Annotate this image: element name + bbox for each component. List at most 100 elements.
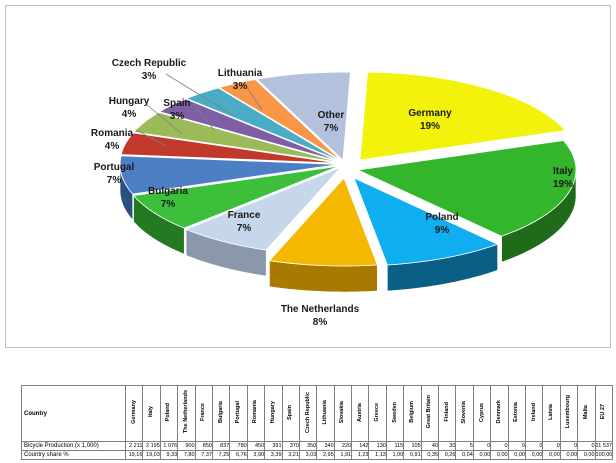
table-cell: 1,23 [351, 450, 370, 460]
slice-label: Other [318, 110, 345, 121]
column-header-label: France [200, 402, 207, 422]
leader-line [193, 103, 215, 131]
table-cell: 850 [194, 441, 213, 451]
pie-slice-france [185, 166, 342, 251]
table-cell: 5 [455, 441, 474, 451]
table-cell: 0,00 [507, 450, 526, 460]
table-cell: 2 195 [142, 441, 161, 451]
table-cell: 115 [385, 441, 405, 451]
column-header: Sweden [385, 385, 405, 442]
table-cell: 220 [333, 441, 353, 451]
pie-slice-portugal [119, 155, 339, 195]
slice-percent: 4% [105, 141, 120, 152]
pie-slice-the-netherlands [268, 177, 378, 267]
pie-slice-germany [359, 71, 567, 161]
pie-slice-poland [353, 177, 499, 266]
table-cell: 130 [368, 441, 387, 451]
column-header-label: Hungary [269, 400, 276, 424]
table-cell: 0 [559, 441, 579, 451]
table-cell: 0,00 [490, 450, 509, 460]
table-cell: 100,00 [594, 450, 613, 460]
table-cell: 0,00 [524, 450, 544, 460]
table-row: Bicycle Production (x 1,000) 2 211 2 195 1… [21, 441, 613, 451]
column-header-label: Greece [374, 402, 381, 422]
column-header-label: Poland [165, 402, 172, 422]
table-row: Country share % 19,16 19,03 9,33 7,80 7,37 7,… [21, 450, 613, 460]
slice-label: Germany [408, 108, 452, 119]
slice-label: Romania [91, 128, 134, 139]
column-header-label: Czech Republic [304, 391, 311, 433]
column-header: Romania [246, 385, 266, 442]
slice-label: Czech Republic [112, 58, 187, 69]
table-cell: 0,26 [438, 450, 457, 460]
table-cell: 1,13 [368, 450, 387, 460]
table-cell: 9,33 [159, 450, 179, 460]
slice-percent: 3% [233, 81, 248, 92]
table-cell: 0,00 [542, 450, 561, 460]
table-cell: 3,03 [298, 450, 318, 460]
column-header: Austria [351, 385, 370, 442]
table-cell: 40 [420, 441, 440, 451]
column-header: France [194, 385, 213, 442]
column-header-label: Estonia [513, 402, 520, 422]
table-cell: 2 211 [124, 441, 144, 451]
slice-label: Bulgaria [148, 186, 188, 197]
table-cell: 0 [472, 441, 492, 451]
column-header-label: Bulgaria [217, 400, 224, 423]
column-header: Italy [142, 385, 161, 442]
column-header: Belgium [403, 385, 422, 442]
slice-label: Italy [553, 166, 573, 177]
column-header: Poland [159, 385, 179, 442]
column-header-label: Malta [582, 404, 589, 420]
table-cell: 1,91 [333, 450, 353, 460]
table-cell: 340 [316, 441, 335, 451]
pie-slice-spain [158, 98, 340, 162]
column-header: Greece [368, 385, 387, 442]
leader-line [145, 103, 183, 135]
table-cell: 900 [177, 441, 196, 451]
column-header-label: Spain [287, 404, 294, 420]
table-cell: 0 [577, 441, 596, 451]
table-cell: 0,35 [420, 450, 440, 460]
production-table: Country Germany Italy Poland The Netherland… [21, 385, 613, 460]
table-cell: 1,00 [385, 450, 405, 460]
table-cell: 19,03 [142, 450, 161, 460]
table-cell: 780 [229, 441, 248, 451]
column-header-label: EU 27 [600, 404, 607, 420]
slice-percent: 19% [553, 179, 573, 190]
column-header-label: Cyprus [478, 402, 485, 422]
pie-slice-other [256, 71, 351, 161]
pie-slice-czech-republic [185, 87, 341, 162]
table-cell: 3,90 [246, 450, 266, 460]
table-cell: 450 [246, 441, 266, 451]
pie-slice-italy [356, 140, 577, 237]
slice-label: Hungary [109, 96, 150, 107]
slice-percent: 19% [420, 121, 440, 132]
slice-percent: 3% [142, 71, 157, 82]
column-header: The Netherlands [177, 385, 196, 442]
column-header: Denmark [490, 385, 509, 442]
column-header-label: Sweden [391, 401, 398, 423]
column-header: Ireland [524, 385, 544, 442]
column-header: Bulgaria [211, 385, 231, 442]
table-cell: 0,00 [577, 450, 596, 460]
column-header: Hungary [264, 385, 283, 442]
table-cell: 3,21 [281, 450, 300, 460]
column-header-label: Great Britain [426, 395, 433, 429]
pie-slice-lithuania [218, 79, 342, 161]
slice-label: Spain [163, 98, 190, 109]
slice-label: The Netherlands [281, 304, 360, 315]
table-cell: 350 [298, 441, 318, 451]
table-cell: 6,76 [229, 450, 248, 460]
column-header: Germany [124, 385, 144, 442]
table-cell: 0 [524, 441, 544, 451]
column-header-label: Finland [443, 402, 450, 422]
column-header-label: Portugal [235, 400, 242, 424]
column-header: Luxembourg [559, 385, 579, 442]
slice-percent: 7% [107, 175, 122, 186]
pie-slice-bulgaria [132, 165, 340, 229]
column-header: Latvia [542, 385, 561, 442]
column-header: Czech Republic [298, 385, 318, 442]
column-header-label: Austria [356, 402, 363, 422]
column-header: Slovakia [333, 385, 353, 442]
